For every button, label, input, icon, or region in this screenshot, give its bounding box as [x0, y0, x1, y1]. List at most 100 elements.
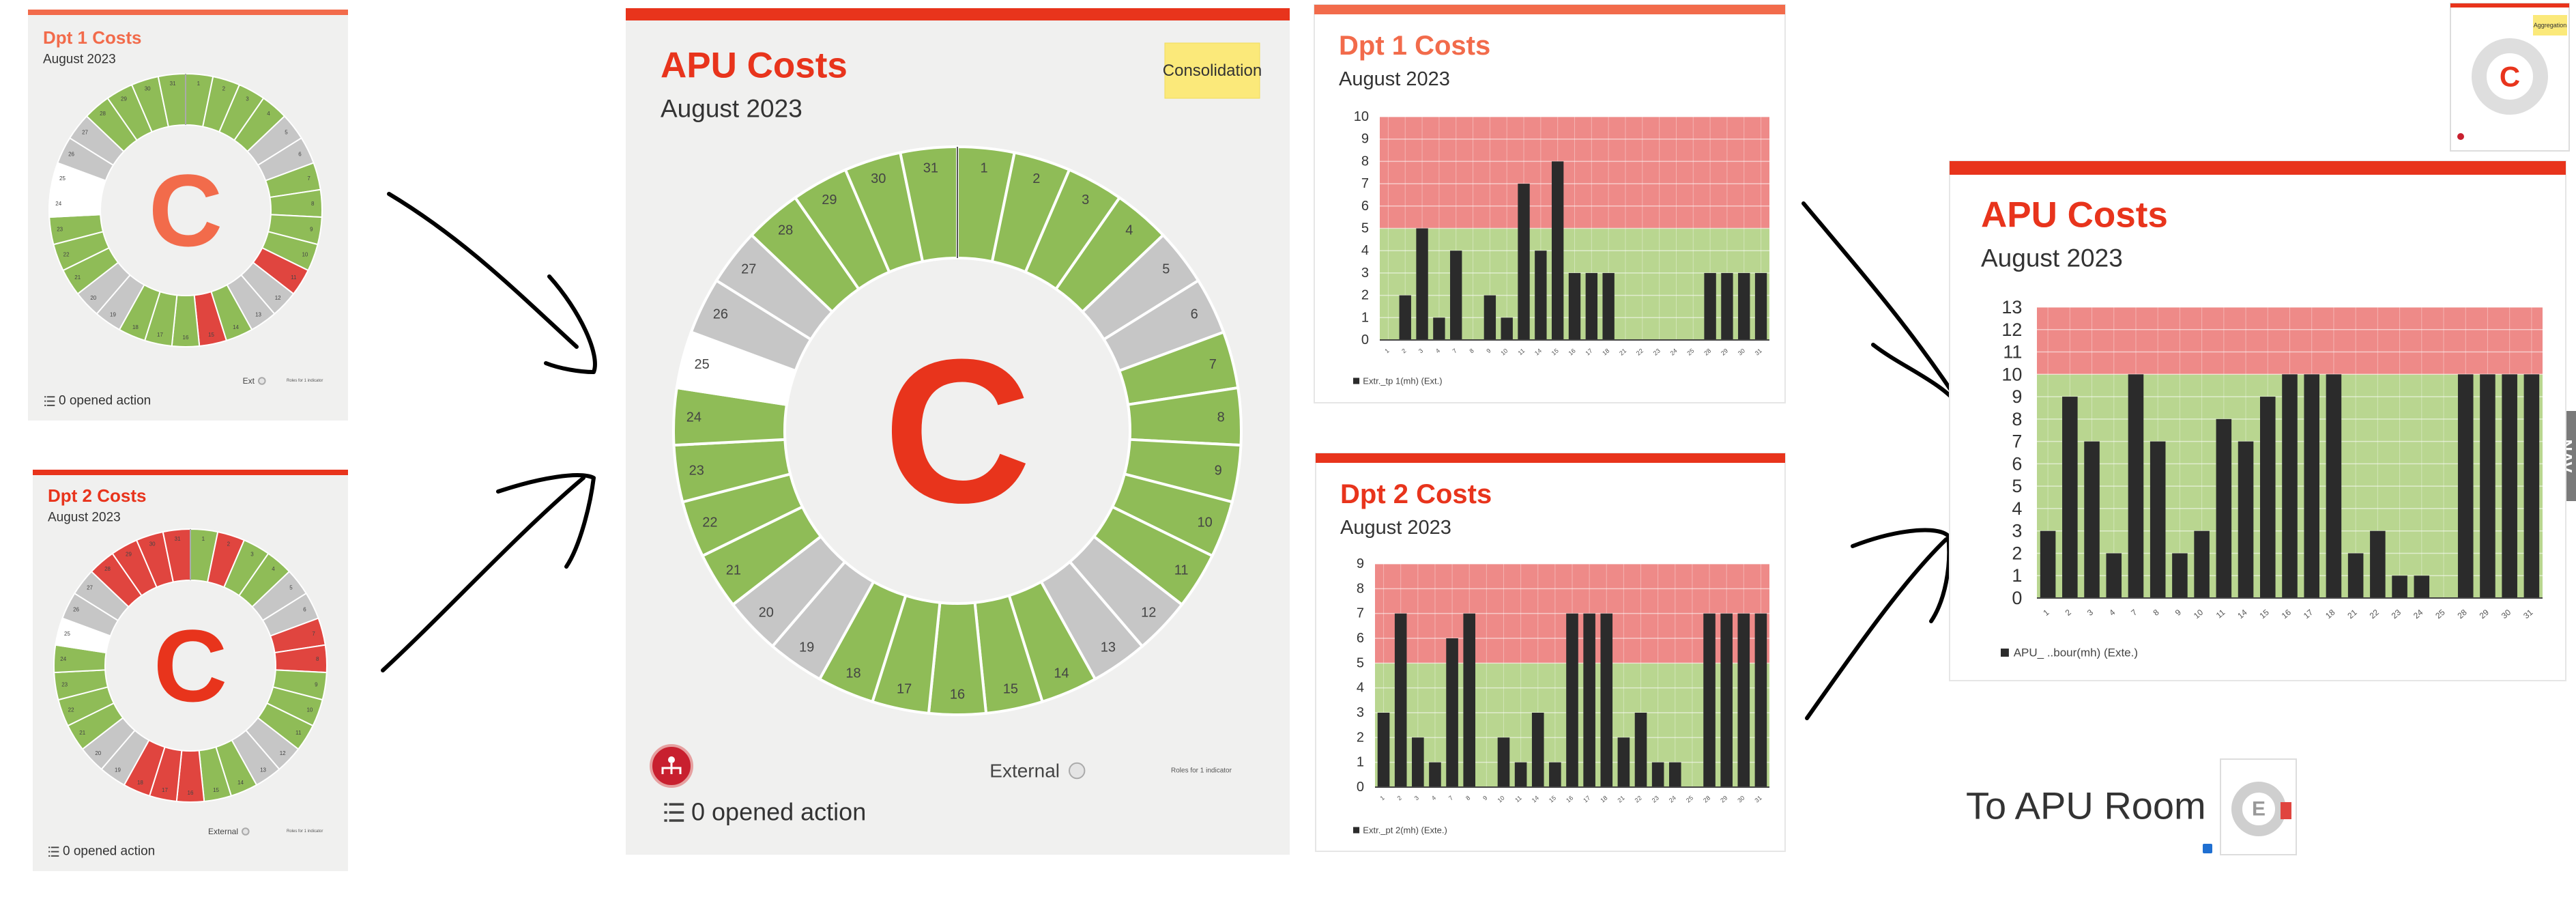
scope-toggle[interactable] — [1069, 762, 1086, 780]
day-label: 17 — [162, 787, 168, 793]
day-label: 12 — [280, 750, 286, 756]
opened-actions[interactable]: 0 opened action — [63, 844, 155, 859]
opened-actions[interactable]: 0 opened action — [691, 798, 866, 826]
bar — [1583, 613, 1595, 787]
legend-swatch — [2001, 649, 2009, 657]
y-tick-label: 11 — [2003, 342, 2022, 362]
x-tick-label: 28 — [1703, 347, 1712, 357]
day-label: 22 — [68, 707, 74, 713]
day-label: 20 — [759, 605, 774, 620]
x-tick-label: 24 — [1669, 347, 1679, 357]
y-tick-label: 6 — [1357, 631, 1364, 646]
scope-toggle[interactable] — [258, 377, 266, 385]
y-tick-label: 2 — [2012, 543, 2022, 563]
bar — [1634, 713, 1647, 787]
sticker[interactable] — [1164, 42, 1260, 99]
x-tick-label: 21 — [1618, 347, 1627, 357]
day-label: 12 — [1141, 605, 1156, 620]
card-subtitle: August 2023 — [48, 511, 121, 525]
x-tick-label: 14 — [1531, 795, 1540, 804]
room-thumbnail[interactable]: E — [2220, 758, 2297, 855]
bar — [2040, 530, 2056, 598]
day-label: 14 — [1054, 666, 1069, 681]
y-tick-label: 9 — [1361, 132, 1369, 147]
card-title: Dpt 1 Costs — [43, 27, 141, 48]
legend-label: Extr._pt 2(mh) (Exte.) — [1363, 825, 1447, 836]
list-icon — [50, 851, 59, 853]
day-label: 5 — [285, 129, 288, 135]
x-tick-label: 10 — [1496, 795, 1506, 804]
day-label: 11 — [291, 274, 297, 281]
x-tick-label: 14 — [1533, 347, 1543, 357]
y-tick-label: 9 — [1357, 556, 1364, 571]
bar — [2260, 397, 2276, 598]
scope-toggle[interactable] — [242, 827, 250, 836]
roles-label: Roles for 1 indicator — [287, 379, 323, 383]
day-label: 10 — [1197, 515, 1212, 530]
day-label: 9 — [310, 227, 313, 233]
x-tick-label: 9 — [1481, 795, 1488, 802]
card-top-bar — [33, 470, 348, 475]
bar — [2084, 441, 2100, 598]
card-title: APU Costs — [661, 46, 848, 86]
x-tick-label: 29 — [1719, 795, 1728, 804]
bar — [2128, 374, 2144, 598]
day-label: 5 — [1162, 261, 1170, 276]
day-label: 24 — [686, 410, 701, 425]
wheel-letter: C — [149, 153, 222, 268]
checkbox[interactable] — [2203, 844, 2212, 853]
bar — [1416, 228, 1428, 340]
bar — [1549, 762, 1561, 787]
day-label: 29 — [822, 193, 837, 208]
day-label: 9 — [315, 682, 318, 688]
day-label: 25 — [59, 175, 66, 182]
day-label: 30 — [871, 171, 886, 186]
day-label: 9 — [1215, 464, 1222, 479]
bar — [1602, 272, 1615, 340]
wheel-letter: C — [884, 316, 1032, 545]
bar — [2106, 553, 2122, 598]
opened-actions[interactable]: 0 opened action — [59, 394, 151, 408]
card-subtitle: August 2023 — [1981, 244, 2123, 272]
y-tick-label: 3 — [2012, 521, 2022, 541]
day-label: 17 — [897, 682, 912, 697]
room-link[interactable]: To APU Room — [1966, 784, 2206, 827]
roles-label: Roles for 1 indicator — [1171, 767, 1232, 775]
bar — [1484, 295, 1496, 340]
list-icon — [46, 396, 55, 398]
day-label: 12 — [275, 295, 281, 301]
y-tick-label: 10 — [1354, 109, 1369, 124]
x-tick-label: 1 — [1383, 347, 1390, 355]
list-icon — [669, 811, 684, 814]
y-tick-label: 2 — [1357, 730, 1364, 745]
arrow — [381, 476, 585, 672]
day-label: 30 — [145, 86, 151, 92]
thumbnail[interactable]: C Aggregation — [2450, 3, 2570, 152]
thumbnail-sticker-text: Aggregation — [2534, 22, 2567, 29]
day-label: 27 — [82, 129, 88, 135]
x-tick-label: 23 — [1652, 347, 1662, 357]
y-tick-label: 0 — [1357, 780, 1364, 795]
card-subtitle: August 2023 — [43, 53, 116, 67]
list-icon — [664, 819, 667, 822]
day-label: 16 — [950, 687, 965, 702]
y-tick-label: 8 — [1357, 581, 1364, 596]
card-top-bar — [1314, 5, 1785, 14]
day-label: 14 — [237, 780, 244, 786]
y-tick-label: 13 — [2001, 297, 2022, 317]
bar — [1600, 613, 1613, 787]
list-icon — [46, 400, 55, 402]
card-subtitle: August 2023 — [1339, 68, 1450, 90]
bar — [1377, 713, 1390, 787]
day-label: 19 — [110, 312, 116, 318]
day-label: 13 — [255, 312, 261, 318]
x-tick-label: 8 — [1468, 347, 1475, 355]
y-tick-label: 6 — [1361, 199, 1369, 214]
x-tick-label: 21 — [1617, 795, 1626, 804]
day-label: 8 — [1217, 410, 1225, 425]
day-label: 27 — [741, 261, 756, 276]
day-label: 15 — [1003, 682, 1018, 697]
day-label: 20 — [90, 295, 96, 301]
day-label: 11 — [1174, 563, 1189, 578]
card-title: Dpt 2 Costs — [48, 485, 146, 506]
